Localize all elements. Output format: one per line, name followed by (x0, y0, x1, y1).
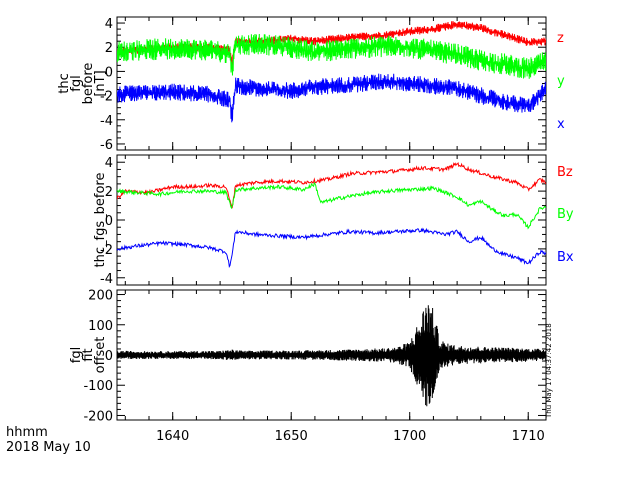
panel-data (117, 305, 546, 407)
generation-timestamp: Thu May 17 04:37:42 2018 (545, 323, 553, 419)
y-tick-label: -4 (100, 114, 113, 129)
plot-panels: -6-4-2024thcfglbefore[nT]zyx-4-2024thc_f… (57, 16, 574, 444)
y-tick-label: -2 (100, 90, 113, 105)
y-tick-label: 200 (88, 289, 113, 304)
legend-label-By: By (557, 207, 574, 222)
x-tick-label: 1640 (156, 429, 189, 444)
y-axis-label: fit (81, 348, 96, 361)
series-line-y (117, 33, 546, 79)
y-tick-label: 2 (105, 185, 113, 200)
series-line-Bx (117, 227, 546, 269)
series-line-Bz (117, 161, 546, 209)
legend-label-z: z (557, 31, 564, 46)
panel-middle: -4 -2 0 2 4 thc_fgs_before Bz By Bx (93, 154, 574, 287)
y-tick-label: -6 (100, 138, 113, 153)
offset-trace (117, 305, 546, 407)
series-line-By (117, 181, 546, 230)
x-tick-label: 1710 (512, 429, 545, 444)
y-tick-label: -100 (83, 379, 113, 394)
y-tick-label: 4 (105, 156, 113, 171)
x-tick-label: 1700 (393, 429, 426, 444)
y-tick-label: 2 (105, 41, 113, 56)
panel-data (117, 161, 546, 269)
y-tick-label: -200 (83, 409, 113, 424)
x-tick-label: 1650 (275, 429, 308, 444)
panel-data (117, 21, 546, 123)
legend-label-Bz: Bz (557, 165, 573, 180)
y-axis-label: fgl (69, 75, 84, 91)
y-tick-label: -4 (100, 272, 113, 287)
y-tick-label: 0 (105, 214, 113, 229)
y-axis-label: [nT] (93, 70, 108, 96)
y-tick-label: 100 (88, 319, 113, 334)
legend-label-x: x (557, 117, 565, 132)
y-tick-label: 0 (105, 349, 113, 364)
y-axis-label: thc (57, 73, 72, 93)
date-label: 2018 May 10 (6, 440, 91, 455)
y-tick-label: 4 (105, 17, 113, 32)
series-line-x (117, 73, 546, 123)
y-tick-label: -2 (100, 243, 113, 258)
y-tick-label: 0 (105, 65, 113, 80)
y-axis-label: before (81, 63, 96, 105)
series-line-z (117, 21, 546, 67)
time-format-label: hhmm (6, 425, 48, 440)
y-axis-label: thc_fgs_before (93, 173, 108, 268)
legend-label-Bx: Bx (557, 250, 574, 265)
y-axis-label: offset (93, 337, 108, 374)
y-axis-label: fgl (69, 347, 84, 363)
legend-label-y: y (557, 74, 565, 89)
